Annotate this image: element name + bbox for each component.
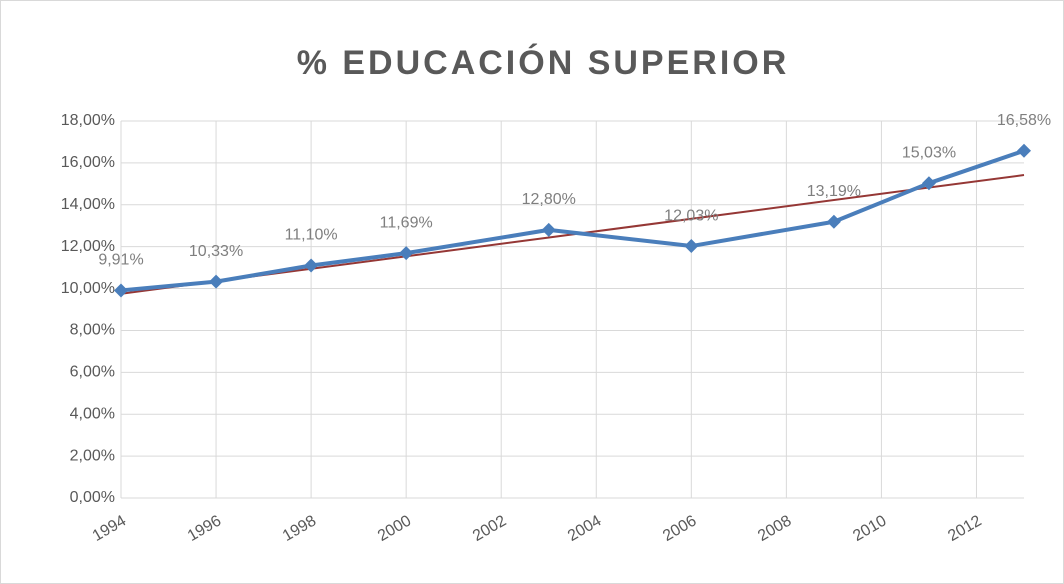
data-label: 9,91%	[98, 252, 143, 269]
y-tick-label: 8,00%	[70, 322, 115, 339]
data-label: 12,80%	[522, 191, 576, 208]
chart-title: % EDUCACIÓN SUPERIOR	[297, 44, 790, 82]
y-tick-label: 12,00%	[61, 238, 115, 255]
data-point	[304, 258, 319, 273]
y-tick-label: 6,00%	[70, 364, 115, 381]
data-point	[541, 222, 556, 237]
y-tick-label: 18,00%	[61, 112, 115, 129]
y-tick-label: 4,00%	[70, 405, 115, 422]
data-label: 13,19%	[807, 183, 861, 200]
y-tick-label: 14,00%	[61, 196, 115, 213]
data-point	[826, 214, 841, 229]
data-point	[399, 246, 414, 261]
y-tick-label: 2,00%	[70, 447, 115, 464]
data-label: 11,69%	[380, 214, 433, 231]
data-label: 11,10%	[285, 227, 338, 244]
y-tick-label: 16,00%	[61, 154, 115, 171]
data-label: 16,58%	[997, 112, 1051, 129]
y-tick-label: 0,00%	[70, 489, 115, 506]
data-label: 15,03%	[902, 144, 956, 161]
data-point	[209, 274, 224, 289]
data-point	[921, 176, 936, 191]
y-tick-label: 10,00%	[61, 280, 115, 297]
data-point	[114, 283, 128, 298]
data-point	[1017, 143, 1031, 158]
data-point	[684, 239, 699, 254]
data-label: 10,33%	[189, 243, 243, 260]
data-label: 12,03%	[664, 207, 718, 224]
